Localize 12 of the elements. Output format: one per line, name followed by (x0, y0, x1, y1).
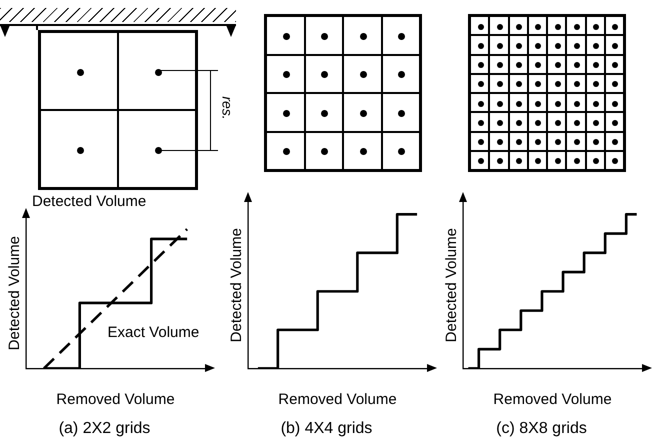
grid-diagram: res. (0, 8, 236, 190)
x-axis-title: Removed Volume (493, 390, 612, 408)
y-axis-title: Detected Volume (228, 228, 246, 342)
series-label: Exact Volume (108, 324, 200, 341)
text: (a) 2X2 grids (58, 420, 150, 437)
y-axis-title: Detected Volume (443, 228, 460, 342)
series-label: Detected Volume (32, 193, 146, 210)
text: (b) 4X4 grids (280, 420, 372, 437)
y-axis-title: Detected Volume (6, 236, 24, 350)
x-axis-title: Removed Volume (278, 390, 397, 408)
x-axis-title: Removed Volume (56, 390, 175, 408)
text: (c) 8X8 grids (496, 420, 587, 437)
